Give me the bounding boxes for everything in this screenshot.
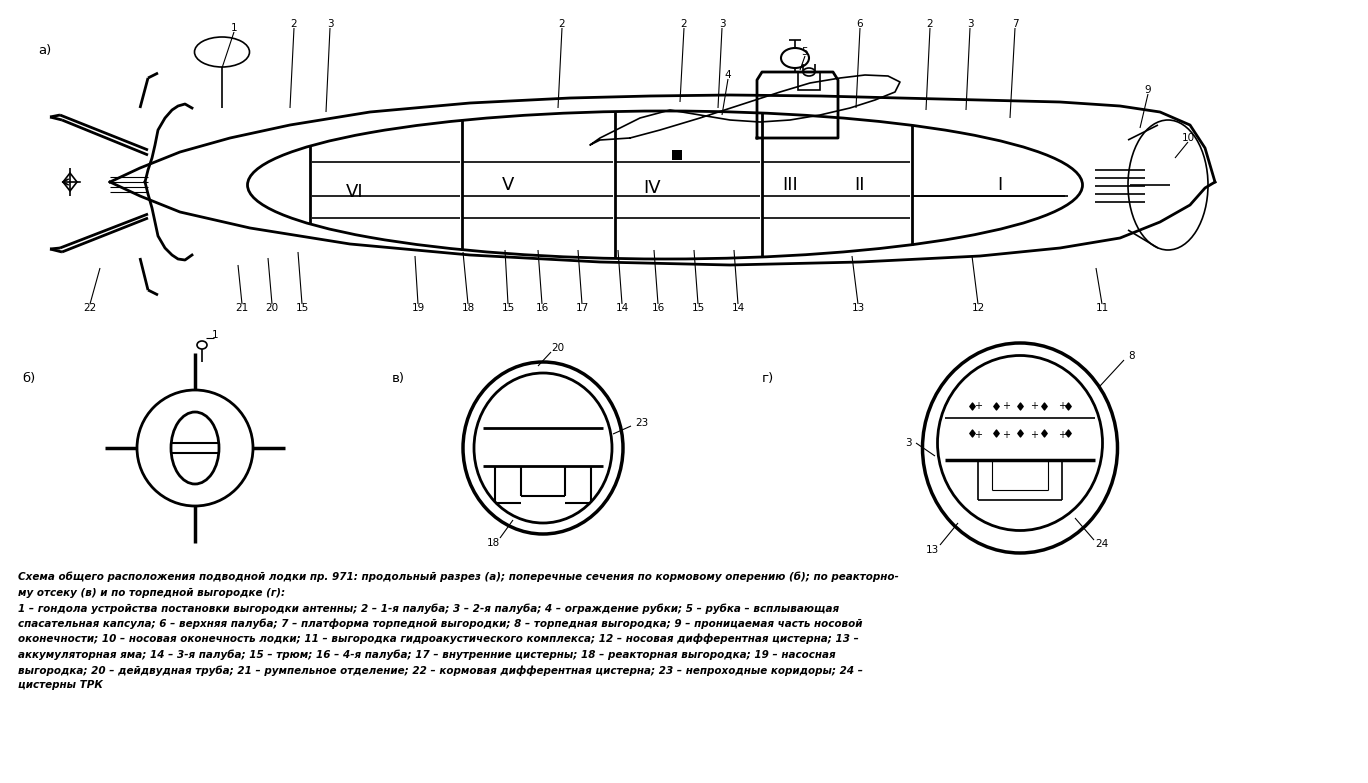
Text: 9: 9 (1145, 85, 1152, 95)
Text: 16: 16 (535, 303, 549, 313)
Text: а): а) (38, 44, 51, 57)
Text: +: + (1057, 401, 1066, 411)
Text: 3: 3 (904, 438, 911, 448)
Text: 2: 2 (290, 19, 297, 29)
Text: в): в) (393, 372, 405, 385)
Text: VI: VI (346, 183, 364, 201)
Text: 7: 7 (1012, 19, 1018, 29)
Text: 3: 3 (718, 19, 725, 29)
Text: Схема общего расположения подводной лодки пр. 971: продольный разрез (а); попере: Схема общего расположения подводной лодк… (18, 572, 899, 583)
Text: 16: 16 (651, 303, 665, 313)
Text: 2: 2 (681, 19, 687, 29)
Text: оконечности; 10 – носовая оконечность лодки; 11 – выгородка гидроакустического к: оконечности; 10 – носовая оконечность ло… (18, 634, 859, 644)
Text: 12: 12 (971, 303, 985, 313)
Text: 1: 1 (212, 330, 219, 340)
Text: 2: 2 (926, 19, 933, 29)
Text: 1: 1 (231, 23, 237, 33)
Text: IV: IV (643, 179, 661, 197)
Text: 4: 4 (725, 70, 732, 80)
Text: +: + (1030, 430, 1038, 440)
Text: 20: 20 (551, 343, 565, 353)
Text: 15: 15 (691, 303, 705, 313)
Text: 8: 8 (1129, 351, 1135, 361)
Text: 20: 20 (265, 303, 279, 313)
Text: г): г) (762, 372, 774, 385)
Text: 14: 14 (732, 303, 744, 313)
Text: 17: 17 (576, 303, 588, 313)
Text: 1 – гондола устройства постановки выгородки антенны; 2 – 1-я палуба; 3 – 2-я пал: 1 – гондола устройства постановки выгоро… (18, 603, 839, 614)
Text: 22: 22 (83, 303, 97, 313)
Text: выгородка; 20 – дейдвудная труба; 21 – румпельное отделение; 22 – кормовая диффе: выгородка; 20 – дейдвудная труба; 21 – р… (18, 665, 863, 676)
Text: +: + (974, 430, 982, 440)
Text: +: + (974, 401, 982, 411)
Text: 23: 23 (635, 418, 648, 428)
Text: 2: 2 (558, 19, 565, 29)
Text: му отсеку (в) и по торпедной выгородке (г):: му отсеку (в) и по торпедной выгородке (… (18, 587, 285, 597)
Text: цистерны ТРК: цистерны ТРК (18, 680, 103, 691)
Text: 18: 18 (487, 538, 499, 548)
Text: +: + (1001, 401, 1010, 411)
Text: +: + (1001, 430, 1010, 440)
Bar (798, 72, 819, 90)
Text: 13: 13 (925, 545, 938, 555)
Text: III: III (782, 176, 798, 194)
Text: I: I (997, 176, 1003, 194)
Text: 18: 18 (461, 303, 475, 313)
Text: 5: 5 (802, 47, 808, 57)
Text: V: V (502, 176, 514, 194)
Text: 21: 21 (235, 303, 249, 313)
Text: +: + (1030, 401, 1038, 411)
Text: 13: 13 (851, 303, 865, 313)
Text: аккумуляторная яма; 14 – 3-я палуба; 15 – трюм; 16 – 4-я палуба; 17 – внутренние: аккумуляторная яма; 14 – 3-я палуба; 15 … (18, 650, 836, 660)
Text: б): б) (22, 372, 36, 385)
Text: II: II (855, 176, 865, 194)
Text: 6: 6 (856, 19, 863, 29)
Text: 3: 3 (967, 19, 973, 29)
Text: 10: 10 (1182, 133, 1194, 143)
Bar (672, 150, 683, 160)
Text: 15: 15 (502, 303, 514, 313)
Text: 15: 15 (295, 303, 309, 313)
Text: 14: 14 (616, 303, 629, 313)
Text: +: + (1057, 430, 1066, 440)
Text: 11: 11 (1096, 303, 1108, 313)
Text: 3: 3 (327, 19, 334, 29)
Text: 19: 19 (412, 303, 424, 313)
Text: 24: 24 (1096, 539, 1108, 549)
Text: спасательная капсула; 6 – верхняя палуба; 7 – платформа торпедной выгородки; 8 –: спасательная капсула; 6 – верхняя палуба… (18, 619, 862, 629)
